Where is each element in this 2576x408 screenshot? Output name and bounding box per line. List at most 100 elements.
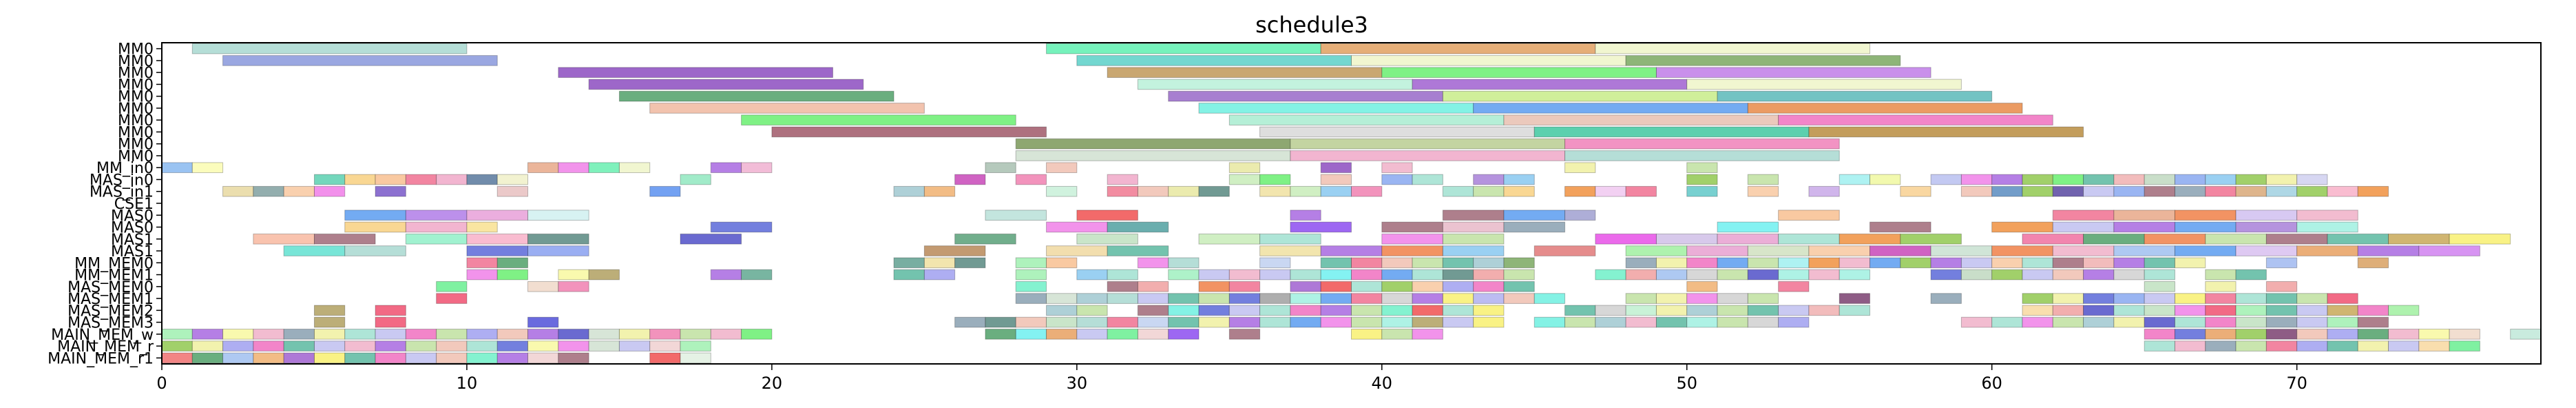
- task-bar: [1503, 174, 1535, 185]
- task-bar: [1778, 280, 1810, 292]
- task-bar: [1015, 138, 1291, 150]
- task-bar: [2357, 257, 2389, 269]
- task-bar: [2144, 340, 2175, 351]
- task-bar: [1320, 162, 1352, 174]
- task-bar: [1259, 185, 1291, 197]
- task-bar: [2113, 293, 2145, 304]
- y-tick-label: MM0: [118, 112, 154, 130]
- task-bar: [1351, 329, 1383, 340]
- y-tick-label: MM0: [118, 89, 154, 106]
- task-bar: [1778, 257, 1810, 269]
- task-bar: [375, 185, 406, 197]
- task-bar: [1259, 269, 1291, 280]
- task-bar: [1808, 257, 1840, 269]
- task-bar: [2022, 185, 2053, 197]
- task-bar: [1533, 245, 1596, 256]
- task-bar: [2205, 280, 2237, 292]
- task-bar: [1107, 280, 1138, 292]
- x-tick-label: 70: [2286, 374, 2307, 393]
- x-tick-label: 40: [1372, 374, 1393, 393]
- task-bar: [283, 185, 315, 197]
- task-bar: [1015, 269, 1047, 280]
- task-bar: [618, 329, 651, 340]
- task-bar: [191, 352, 224, 364]
- task-bar: [2174, 316, 2206, 328]
- task-bar: [1625, 269, 1657, 280]
- task-bar: [253, 233, 315, 245]
- task-bar: [1015, 257, 1047, 269]
- task-bar: [436, 329, 468, 340]
- task-bar: [1228, 114, 1505, 126]
- task-bar: [2083, 293, 2115, 304]
- y-tick-label: MM0: [118, 65, 154, 82]
- task-bar: [2205, 185, 2237, 197]
- task-bar: [1320, 245, 1383, 256]
- task-bar: [313, 352, 346, 364]
- task-bar: [375, 352, 406, 364]
- task-bar: [283, 340, 315, 351]
- task-bar: [2022, 293, 2053, 304]
- y-tick-label: MM0: [118, 76, 154, 94]
- task-bar: [1747, 305, 1779, 316]
- task-bar: [741, 162, 773, 174]
- task-bar: [2083, 269, 2115, 280]
- task-bar: [1473, 280, 1505, 292]
- task-bar: [161, 352, 193, 364]
- task-bar: [1839, 174, 1871, 185]
- task-bar: [313, 305, 346, 316]
- task-bar: [2235, 293, 2267, 304]
- task-bar: [2144, 305, 2175, 316]
- task-bar: [2357, 329, 2389, 340]
- task-bar: [2083, 257, 2115, 269]
- task-bar: [1686, 305, 1718, 316]
- task-bar: [1046, 316, 1078, 328]
- task-bar: [1168, 185, 1200, 197]
- task-bar: [954, 316, 986, 328]
- task-bar: [1168, 329, 1200, 340]
- task-bar: [1046, 329, 1078, 340]
- task-bar: [1412, 329, 1443, 340]
- task-bar: [1168, 316, 1200, 328]
- task-bar: [2205, 316, 2237, 328]
- task-bar: [2083, 233, 2145, 245]
- task-bar: [1107, 67, 1383, 78]
- task-bar: [1747, 103, 2023, 114]
- task-bar: [527, 233, 589, 245]
- task-bar: [1259, 293, 1291, 304]
- task-bar: [1747, 269, 1779, 280]
- task-bar: [527, 280, 559, 292]
- task-bar: [2235, 329, 2267, 340]
- task-bar: [1625, 257, 1657, 269]
- y-tick-label: MM0: [118, 148, 154, 165]
- task-bar: [1137, 257, 1169, 269]
- task-bar: [496, 174, 529, 185]
- y-tick-label: MM0: [118, 101, 154, 118]
- task-bar: [1625, 245, 1688, 256]
- task-bar: [2052, 245, 2115, 256]
- task-bar: [893, 185, 925, 197]
- task-bar: [2174, 185, 2206, 197]
- task-bar: [1686, 280, 1718, 292]
- task-bar: [191, 162, 224, 174]
- task-bar: [1442, 221, 1505, 233]
- task-bar: [2235, 245, 2298, 256]
- task-bar: [1778, 269, 1810, 280]
- task-bar: [1808, 305, 1840, 316]
- task-bar: [1015, 293, 1047, 304]
- task-bar: [1015, 329, 1047, 340]
- task-bar: [558, 269, 589, 280]
- task-bar: [2327, 305, 2358, 316]
- task-bar: [1290, 185, 1321, 197]
- task-bar: [1137, 79, 1413, 90]
- task-bar: [2174, 340, 2206, 351]
- y-tick-label: MM0: [118, 124, 154, 141]
- task-bar: [1412, 174, 1443, 185]
- task-bar: [588, 340, 620, 351]
- y-tick-label: MAS0: [111, 207, 154, 225]
- task-bar: [1046, 185, 1078, 197]
- task-bar: [375, 340, 406, 351]
- task-bar: [2327, 233, 2389, 245]
- task-bar: [313, 233, 376, 245]
- task-bar: [741, 329, 773, 340]
- task-bar: [2296, 221, 2358, 233]
